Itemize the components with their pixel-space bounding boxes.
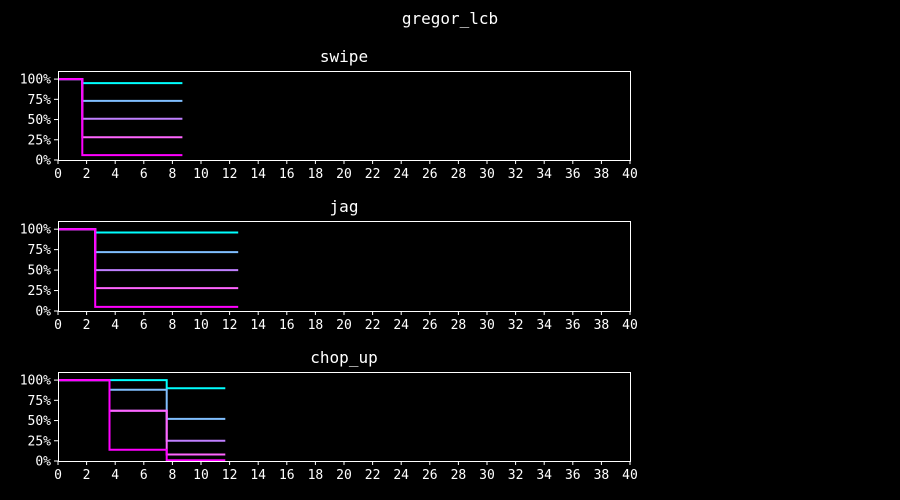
x-tick-label: 24 [393,167,409,182]
x-tick-label: 2 [83,167,91,182]
y-tick-label: 75% [28,93,52,108]
x-tick-label: 40 [622,167,638,182]
x-tick-label: 14 [250,468,266,483]
x-tick-label: 16 [279,318,295,333]
y-tick-label: 0% [35,455,51,470]
x-tick-label: 32 [508,468,524,483]
figure-title: gregor_lcb [402,9,498,28]
plot-frame [58,372,631,462]
x-tick-label: 10 [193,318,209,333]
x-tick-label: 30 [479,167,495,182]
series-line-4 [58,78,183,139]
x-tick-label: 10 [193,167,209,182]
series-line-5 [58,78,183,157]
x-tick-label: 34 [536,318,552,333]
subplot-title: swipe [320,47,368,66]
x-tick-label: 8 [168,318,176,333]
x-tick-label: 0 [54,468,62,483]
x-tick-label: 34 [536,468,552,483]
x-tick-label: 22 [365,167,381,182]
y-tick-label: 100% [20,73,51,88]
series-line-1 [58,379,226,390]
x-tick-label: 4 [111,318,119,333]
x-tick-label: 18 [308,318,324,333]
x-tick-label: 32 [508,318,524,333]
x-tick-label: 12 [222,318,238,333]
x-tick-label: 6 [140,318,148,333]
y-tick-label: 75% [28,243,52,258]
series-line-3 [58,78,183,120]
x-tick-label: 22 [365,318,381,333]
x-tick-label: 14 [250,318,266,333]
x-tick-label: 34 [536,167,552,182]
x-tick-label: 36 [565,468,581,483]
y-tick-label: 50% [28,113,52,128]
x-tick-label: 26 [422,468,438,483]
x-tick-label: 10 [193,468,209,483]
y-tick-label: 0% [35,154,51,169]
series-line-3 [58,228,239,272]
x-tick-label: 2 [83,318,91,333]
x-tick-label: 26 [422,318,438,333]
x-tick-label: 8 [168,167,176,182]
subplot-title: chop_up [310,348,377,367]
x-tick-label: 28 [451,318,467,333]
x-tick-label: 0 [54,318,62,333]
x-tick-label: 6 [140,167,148,182]
series-line-2 [58,379,226,420]
x-tick-label: 22 [365,468,381,483]
y-tick-label: 50% [28,264,52,279]
series-line-4 [58,228,239,290]
x-tick-label: 18 [308,468,324,483]
x-tick-label: 40 [622,318,638,333]
x-tick-label: 30 [479,468,495,483]
x-tick-label: 20 [336,318,352,333]
subplot-chop-up: chop_up0 2 4 6 8 10 12 14 16 18 20 22 24 26 28 30 32 34 36… [20,348,638,483]
x-tick-label: 18 [308,167,324,182]
x-tick-label: 36 [565,167,581,182]
x-tick-label: 8 [168,468,176,483]
y-tick-label: 100% [20,223,51,238]
x-tick-label: 32 [508,167,524,182]
series-line-5 [58,379,226,462]
x-tick-label: 40 [622,468,638,483]
x-tick-label: 28 [451,468,467,483]
x-tick-label: 26 [422,167,438,182]
x-tick-label: 28 [451,167,467,182]
y-tick-label: 0% [35,305,51,320]
y-tick-label: 25% [28,434,52,449]
x-tick-label: 16 [279,468,295,483]
x-tick-label: 24 [393,318,409,333]
x-tick-label: 4 [111,167,119,182]
x-tick-label: 20 [336,468,352,483]
x-tick-label: 38 [594,318,610,333]
x-tick-label: 14 [250,167,266,182]
x-tick-label: 4 [111,468,119,483]
x-tick-label: 38 [594,167,610,182]
y-tick-label: 100% [20,374,51,389]
x-tick-label: 12 [222,468,238,483]
subplot-title: jag [330,197,359,216]
y-tick-label: 50% [28,414,52,429]
x-tick-label: 24 [393,468,409,483]
x-tick-label: 0 [54,167,62,182]
x-tick-label: 38 [594,468,610,483]
y-tick-label: 25% [28,284,52,299]
x-tick-label: 16 [279,167,295,182]
y-tick-label: 75% [28,394,52,409]
x-tick-label: 12 [222,167,238,182]
x-tick-label: 36 [565,318,581,333]
x-tick-label: 2 [83,468,91,483]
x-tick-label: 6 [140,468,148,483]
plot-frame [58,71,631,161]
x-tick-label: 20 [336,167,352,182]
plot-frame [58,221,631,312]
y-tick-label: 25% [28,133,52,148]
series-line-5 [58,228,239,308]
x-tick-label: 30 [479,318,495,333]
series-line-4 [58,379,226,456]
